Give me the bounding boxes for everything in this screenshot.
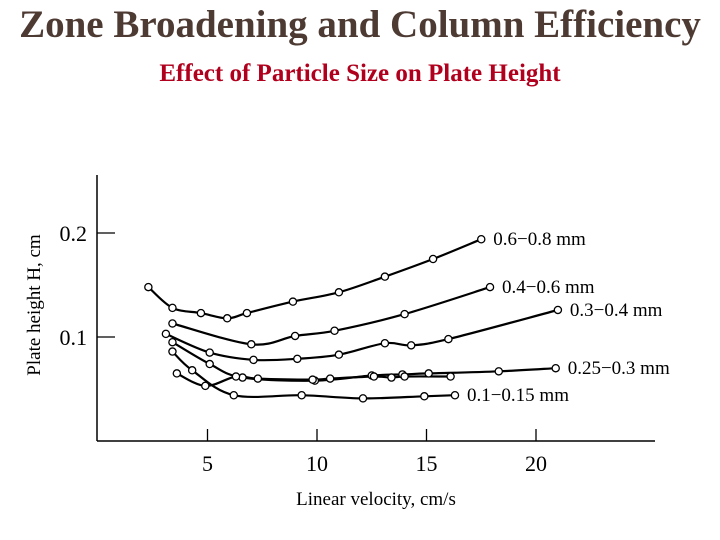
data-point [446, 372, 455, 381]
y-tick-label: 0.2 [60, 221, 88, 246]
data-point [308, 375, 317, 384]
data-point [205, 348, 214, 357]
data-point [253, 374, 263, 383]
series-line [147, 238, 482, 320]
x-tick-label: 15 [416, 451, 438, 476]
data-point [249, 355, 258, 365]
series-label: 0.4−0.6 mm [502, 277, 595, 298]
data-point [172, 369, 182, 378]
data-point [387, 373, 396, 382]
data-point [334, 288, 344, 297]
data-point [168, 337, 177, 347]
data-point [380, 272, 390, 281]
data-point [161, 329, 171, 339]
data-point [400, 372, 409, 381]
data-point [168, 319, 177, 328]
series-label: 0.25−0.3 mm [568, 358, 670, 379]
data-point [444, 334, 453, 344]
data-point [494, 367, 504, 376]
x-axis-title: Linear velocity, cm/s [296, 489, 456, 510]
data-point [358, 394, 368, 403]
data-point [231, 372, 241, 381]
series-line [176, 372, 451, 388]
data-point [485, 282, 495, 292]
slide-title: Zone Broadening and Column Efficiency [19, 3, 701, 46]
data-point [196, 308, 206, 318]
data-point [450, 390, 460, 400]
data-point [400, 309, 409, 319]
series-line [172, 286, 491, 346]
data-point [288, 297, 298, 306]
data-point [168, 303, 177, 313]
data-point [334, 350, 344, 359]
data-point [222, 314, 232, 323]
chart-axes: 5 10 15 20 0.1 0.2 Linear velocity, cm/s Plate … [24, 175, 655, 510]
data-point [205, 359, 214, 369]
data-point [406, 341, 416, 350]
data-point [325, 374, 335, 383]
series-label: 0.6−0.8 mm [493, 229, 586, 250]
data-point [476, 234, 486, 244]
x-tick-label: 5 [202, 451, 213, 476]
series-label: 0.1−0.15 mm [467, 385, 569, 406]
data-point [144, 282, 153, 292]
data-point [201, 381, 210, 391]
chart-points [144, 234, 563, 403]
data-point [242, 308, 252, 318]
data-point [551, 363, 560, 373]
data-point [428, 254, 438, 264]
data-point [380, 338, 390, 348]
series-label: 0.3−0.4 mm [570, 300, 663, 321]
x-tick-label: 10 [306, 451, 328, 476]
data-point [424, 369, 433, 378]
data-point [293, 354, 302, 364]
x-tick-label: 20 [525, 451, 547, 476]
data-point [187, 366, 197, 375]
chart-title: Effect of Particle Size on Plate Height [159, 60, 561, 87]
data-point [369, 372, 379, 381]
data-point [168, 347, 177, 356]
data-point [297, 390, 306, 400]
data-point [290, 331, 300, 341]
data-point [229, 390, 239, 400]
data-point [330, 326, 339, 336]
data-point [247, 340, 256, 349]
data-point [553, 305, 563, 315]
y-tick-label: 0.1 [60, 325, 88, 350]
chart-labels: 0.6−0.8 mm 0.4−0.6 mm0.3−0.4 mm 0.25−0.3 m… [467, 229, 670, 406]
y-axis-title: Plate height H, cm [24, 234, 45, 376]
data-point [420, 392, 429, 401]
